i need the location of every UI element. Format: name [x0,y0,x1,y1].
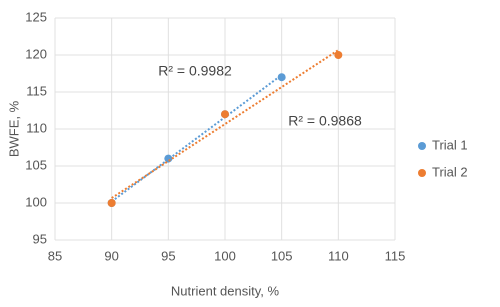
x-tick-label: 90 [104,248,118,263]
x-axis-label: Nutrient density, % [171,283,280,298]
y-tick-label: 105 [25,157,47,172]
trendline [111,74,283,203]
point [221,110,229,119]
y-tick-label: 100 [25,194,47,209]
point [164,154,173,163]
x-tick-label: 95 [161,248,175,263]
y-tick-label: 110 [26,120,47,135]
legend-marker [418,142,426,150]
y-axis-label: BWFE, % [6,100,21,157]
point [107,199,116,207]
y-tick-label: 125 [25,9,47,24]
x-tick-label: 110 [328,248,349,263]
y-tick-label: 95 [33,231,47,246]
x-tick-label: 100 [214,248,236,263]
y-tick-label: 115 [26,83,47,98]
legend-label: Trial 2 [432,164,468,179]
trendline [111,49,339,199]
x-tick-label: 115 [385,248,406,263]
legend-label: Trial 1 [432,137,468,152]
legend-marker [418,169,426,177]
x-tick-label: 85 [48,248,62,263]
annotation: R² = 0.9868 [288,113,362,129]
annotation: R² = 0.9982 [158,63,232,79]
x-tick-label: 105 [271,248,293,263]
y-tick-label: 120 [25,46,47,61]
point [334,51,343,59]
point [277,73,286,82]
